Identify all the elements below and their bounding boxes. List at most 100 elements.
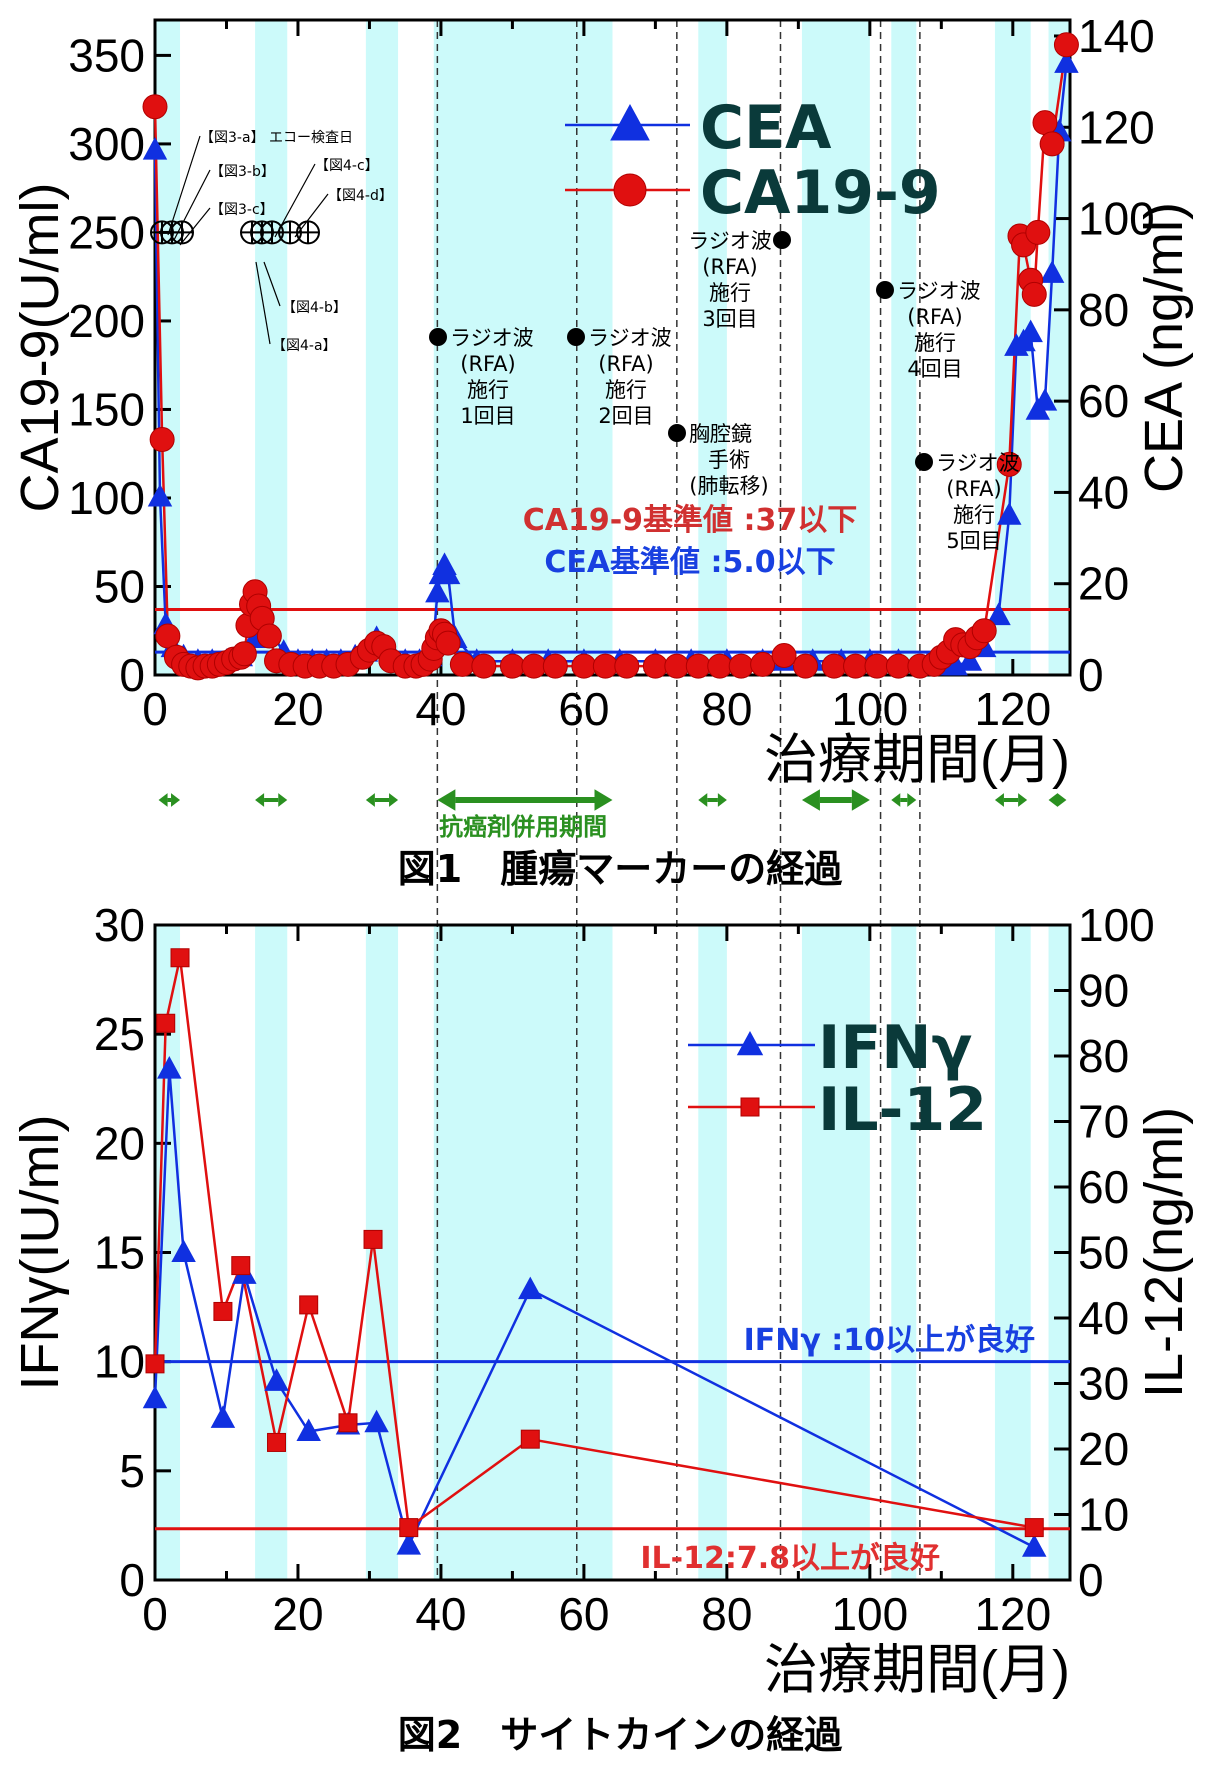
treatment-bands xyxy=(155,20,1070,1580)
period-arrow-head xyxy=(1057,793,1067,807)
data-point-ca19-9 xyxy=(707,653,733,679)
data-point-cea xyxy=(1018,319,1043,343)
reference-label-ca19-9: CA19-9基準値 :37以下 xyxy=(523,503,858,538)
data-point-ifn xyxy=(210,1405,236,1428)
echo-label: 【図4-b】 xyxy=(282,300,347,316)
legend-label-ca19-9: CA19-9 xyxy=(700,158,941,228)
y-right-tick-label: 60 xyxy=(1078,375,1129,427)
treatment-band xyxy=(698,925,727,1580)
x-tick-label: 120 xyxy=(974,683,1051,735)
data-point-ca19-9 xyxy=(685,653,711,679)
y-left-axis-label: CA19-9(U/ml) xyxy=(10,182,70,512)
data-point-ca19-9 xyxy=(971,618,997,644)
event-marker xyxy=(915,453,933,471)
y-left-axis-label: IFNγ(IU/ml) xyxy=(10,1115,70,1391)
echo-label: 【図3-a】 エコー検査日 xyxy=(200,130,353,146)
treatment-band xyxy=(433,925,613,1580)
data-point-cea xyxy=(996,502,1022,525)
data-point-ifn xyxy=(296,1418,321,1442)
event-label-line: ラジオ波 xyxy=(588,326,672,350)
data-point-ca19-9 xyxy=(843,653,869,679)
x-tick-label: 40 xyxy=(415,683,466,735)
event-label-line: ラジオ波 xyxy=(688,229,772,253)
x-tick-label: 0 xyxy=(142,1588,168,1640)
y-right-tick-label: 100 xyxy=(1078,899,1155,951)
legend-label-il12: IL-12 xyxy=(818,1075,987,1145)
y-right-axis-label: IL-12(ng/ml) xyxy=(1134,1107,1194,1398)
y-right-tick-label: 20 xyxy=(1078,1423,1129,1475)
x-tick-label: 100 xyxy=(831,1588,908,1640)
data-point-cea xyxy=(986,602,1011,626)
period-arrow-head xyxy=(1018,793,1028,807)
event-label-line: (RFA) xyxy=(907,305,963,329)
period-arrow-head xyxy=(255,793,265,807)
y-right-tick-label: 40 xyxy=(1078,466,1129,518)
x-tick-label: 100 xyxy=(831,683,908,735)
data-point-cea xyxy=(425,579,450,603)
data-point-il12 xyxy=(520,1429,540,1449)
data-point-il12 xyxy=(1024,1518,1044,1538)
y-left-tick-label: 100 xyxy=(68,472,145,524)
data-point-il12 xyxy=(299,1295,319,1315)
y-right-tick-label: 40 xyxy=(1078,1292,1129,1344)
event-label-line: 胸腔鏡 xyxy=(689,422,752,446)
data-point-il12 xyxy=(213,1301,233,1321)
echo-label: 【図4-d】 xyxy=(328,188,393,204)
period-arrow-head xyxy=(698,793,708,807)
echo-label-leader xyxy=(179,207,211,246)
event-label-line: 施行 xyxy=(605,378,647,402)
period-arrow-head xyxy=(389,793,399,807)
event-label-line: (RFA) xyxy=(702,255,758,279)
period-arrow-head xyxy=(365,793,375,807)
y-left-tick-label: 350 xyxy=(68,29,145,81)
event-label-line: 3回目 xyxy=(702,307,757,331)
x-tick-label: 0 xyxy=(142,683,168,735)
event-label-line: 施行 xyxy=(709,281,751,305)
event-label-line: (RFA) xyxy=(460,352,516,376)
treatment-band xyxy=(255,925,288,1580)
data-point-ca19-9 xyxy=(642,653,668,679)
data-point-ifn xyxy=(1022,1534,1047,1557)
data-point-il12 xyxy=(170,948,190,968)
y-right-tick-label: 80 xyxy=(1078,1030,1129,1082)
treatment-band xyxy=(891,20,917,675)
treatment-band xyxy=(801,20,870,675)
y-right-tick-label: 20 xyxy=(1078,558,1129,610)
event-marker xyxy=(876,281,894,299)
data-point-ca19-9 xyxy=(793,653,819,679)
event-marker xyxy=(429,328,447,346)
x-tick-label: 60 xyxy=(558,683,609,735)
reference-label-cea: CEA基準値 :5.0以下 xyxy=(544,545,835,580)
data-point-ca19-9 xyxy=(149,427,175,453)
data-point-cea xyxy=(142,137,168,160)
data-point-ca19-9 xyxy=(885,653,911,679)
data-point-ca19-9 xyxy=(499,653,525,679)
data-point-ca19-9 xyxy=(571,653,597,679)
y-right-tick-label: 50 xyxy=(1078,1227,1129,1279)
chart1-series xyxy=(142,32,1079,681)
echo-label-leader xyxy=(173,169,211,241)
y-left-tick-label: 20 xyxy=(94,1117,145,1169)
chart1-axes-frame: 0 50 100 150 200 250 300 350 0 20 40 60 80 100 120 140 xyxy=(68,10,1155,701)
y-left-tick-label: 150 xyxy=(68,383,145,435)
echo-label-leader xyxy=(294,193,329,238)
y-left-tick-label: 300 xyxy=(68,118,145,170)
x-tick-label: 60 xyxy=(558,1588,609,1640)
y-right-tick-label: 60 xyxy=(1078,1161,1129,1213)
data-point-ifn xyxy=(157,1056,182,1079)
y-left-tick-label: 50 xyxy=(94,560,145,612)
period-label: 抗癌剤併用期間 xyxy=(439,813,607,841)
event-label-line: ラジオ波 xyxy=(450,326,534,350)
data-point-ca19-9 xyxy=(728,653,754,679)
treatment-band xyxy=(1048,20,1070,675)
x-axis-label: 治療期間(月) xyxy=(764,1640,1070,1700)
data-point-ifn xyxy=(142,1385,168,1409)
data-point-cea xyxy=(957,648,983,671)
data-point-ifn xyxy=(264,1368,289,1391)
period-arrow-head xyxy=(907,793,917,807)
data-point-ifn xyxy=(518,1276,543,1300)
echo-label-leader xyxy=(274,163,316,238)
data-point-ca19-9 xyxy=(1032,110,1058,136)
